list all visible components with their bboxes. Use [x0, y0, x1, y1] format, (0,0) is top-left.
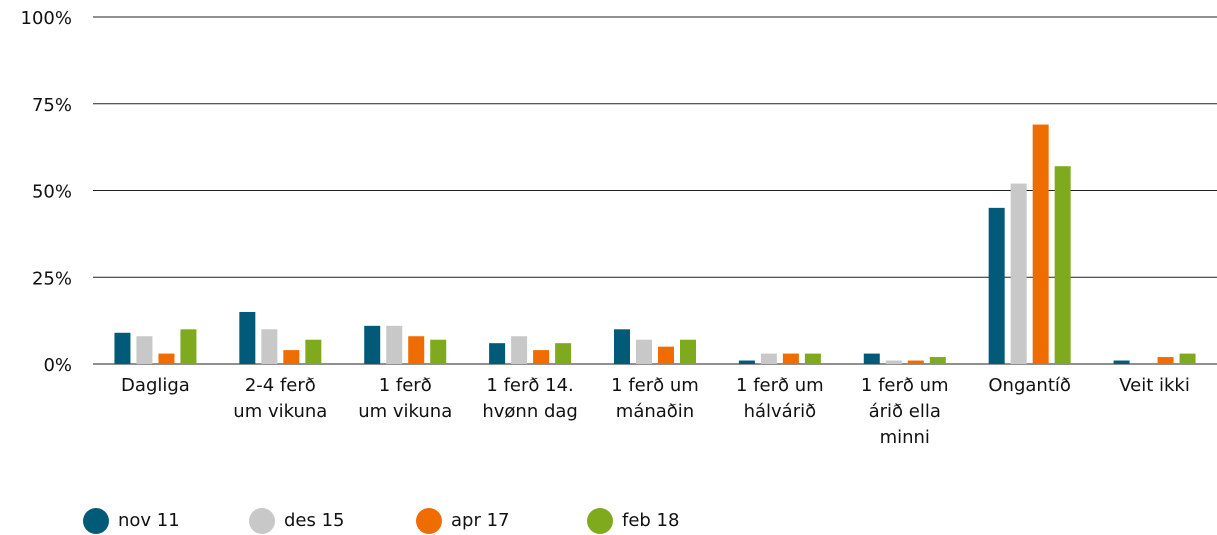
bar [988, 207, 1005, 364]
y-tick-label: 0% [43, 355, 72, 376]
bar [738, 360, 755, 364]
bar [511, 336, 528, 364]
x-tick-label: 1 ferð um árið ella minni [860, 375, 949, 448]
legend-label: feb 18 [622, 510, 679, 531]
bar [863, 353, 880, 364]
bar [804, 353, 821, 364]
bar [408, 336, 425, 364]
bar [1054, 166, 1071, 364]
bar [386, 325, 403, 364]
legend-swatch [587, 508, 613, 534]
legend-swatch [249, 508, 275, 534]
bar [907, 360, 924, 364]
bar [430, 339, 447, 364]
y-tick-label: 75% [32, 95, 72, 116]
y-tick-label: 25% [32, 268, 72, 289]
bar [533, 350, 550, 364]
bar [239, 311, 256, 364]
x-tick-label: 1 ferð 14. hvønn dag [482, 375, 578, 422]
bar [1010, 183, 1027, 364]
bar [136, 336, 153, 364]
bar [680, 339, 696, 364]
x-tick-label: Veit ikki [1119, 375, 1190, 396]
y-tick-label: 100% [21, 8, 72, 29]
bar [760, 353, 777, 364]
legend-label: apr 17 [451, 510, 509, 531]
bar [636, 339, 652, 364]
x-tick-label: Ongantíð [988, 375, 1071, 396]
bar [1179, 353, 1196, 364]
x-tick-label: 1 ferð um vikuna [358, 375, 453, 422]
bar [1157, 357, 1174, 364]
x-tick-label: 2-4 ferð um vikuna [233, 375, 328, 422]
bar [261, 329, 278, 364]
bar [283, 350, 300, 364]
legend-swatch [83, 508, 109, 534]
x-tick-label: 1 ferð um mánaðin [611, 375, 699, 422]
bar [782, 353, 799, 364]
bar [614, 329, 630, 364]
legend-label: nov 11 [118, 510, 180, 531]
bar [364, 325, 381, 364]
bar [658, 346, 674, 364]
x-tick-label: Dagliga [121, 375, 190, 396]
y-tick-label: 50% [32, 182, 72, 203]
bar [114, 332, 131, 364]
bar [305, 339, 322, 364]
legend-label: des 15 [284, 510, 345, 531]
x-tick-label: 1 ferð um hálvárið [736, 375, 824, 422]
bar [489, 343, 506, 364]
bar [1032, 124, 1049, 364]
bar [1113, 360, 1130, 364]
bar [929, 357, 946, 364]
legend-swatch [416, 508, 442, 534]
bar [555, 343, 572, 364]
bar [885, 360, 902, 364]
bar [158, 353, 175, 364]
bar [180, 329, 197, 364]
